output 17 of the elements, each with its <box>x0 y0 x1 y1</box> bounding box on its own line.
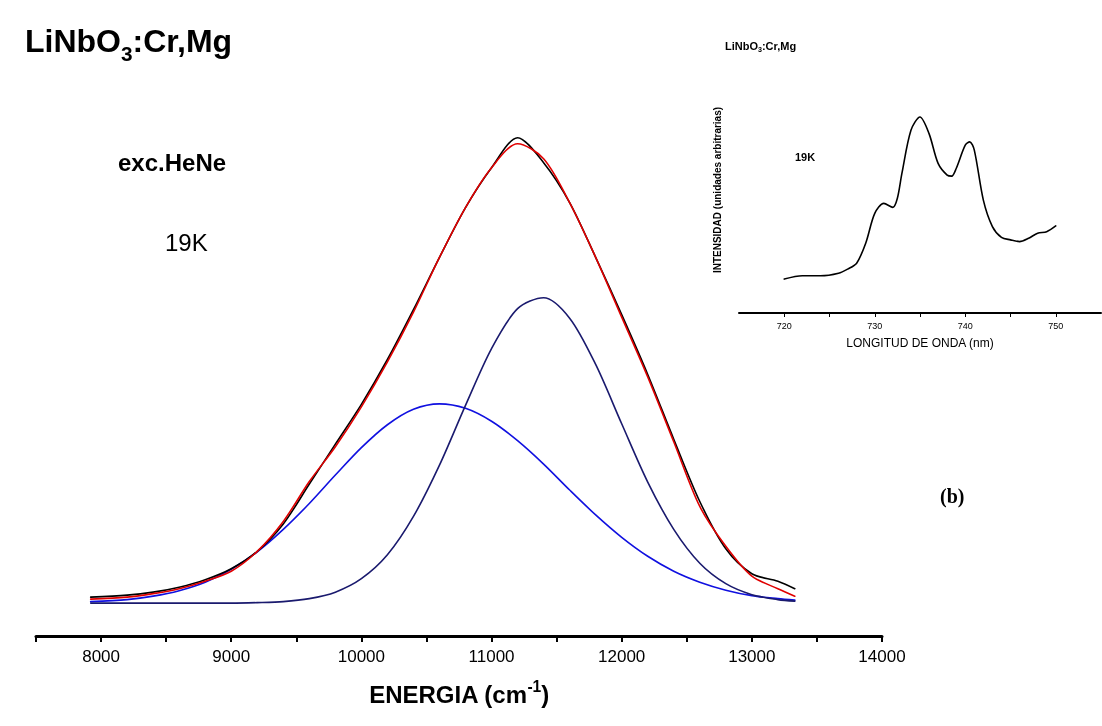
x-tick-label: 8000 <box>82 647 120 666</box>
text: (b) <box>940 485 965 508</box>
annotation: 19K <box>165 228 208 256</box>
x-tick-label: 12000 <box>598 647 646 666</box>
x-tick-label: 730 <box>867 320 883 331</box>
x-tick-label: 11000 <box>468 647 515 666</box>
annotation: exc.HeNe <box>118 148 227 176</box>
x-tick-label: 740 <box>957 320 973 331</box>
x-tick-label: 720 <box>776 320 792 331</box>
y-axis-title: INTENSIDAD (unidades arbitrarias) <box>711 106 723 274</box>
x-tick-label: 9000 <box>212 647 251 666</box>
annotation: 19K <box>795 150 816 163</box>
x-tick-label: 13000 <box>728 647 776 666</box>
x-tick-label: 14000 <box>858 647 906 666</box>
x-axis-title: LONGITUD DE ONDA (nm) <box>846 336 994 351</box>
x-tick-label: 750 <box>1048 320 1064 331</box>
x-tick-label: 10000 <box>337 647 386 666</box>
